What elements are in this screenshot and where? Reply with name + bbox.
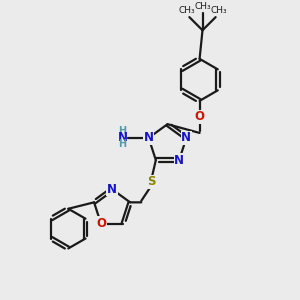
Text: O: O [96,217,106,230]
Text: N: N [182,131,191,144]
Text: CH₃: CH₃ [194,2,211,11]
Text: H: H [118,139,126,149]
Text: N: N [117,131,128,144]
Text: H: H [118,127,126,136]
Text: CH₃: CH₃ [178,6,195,15]
Text: N: N [107,183,117,196]
Text: N: N [144,131,154,144]
Text: CH₃: CH₃ [210,6,227,15]
Text: N: N [174,154,184,166]
Text: O: O [195,110,205,123]
Text: S: S [147,176,156,188]
